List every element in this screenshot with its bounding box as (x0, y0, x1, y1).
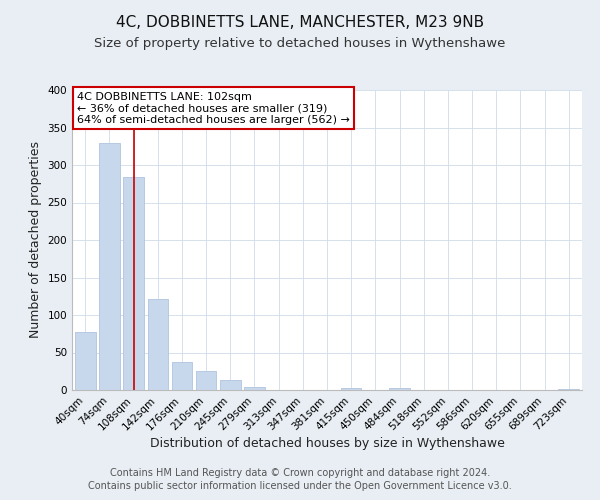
Bar (124, 177, 144, 390)
Bar (559, 388, 579, 390)
Text: Contains HM Land Registry data © Crown copyright and database right 2024.: Contains HM Land Registry data © Crown c… (110, 468, 490, 477)
Bar (99, 142, 120, 390)
Text: Contains public sector information licensed under the Open Government Licence v3: Contains public sector information licen… (88, 481, 512, 491)
X-axis label: Distribution of detached houses by size in Wythenshawe: Distribution of detached houses by size … (149, 438, 505, 450)
Bar (341, 388, 361, 390)
Text: 4C, DOBBINETTS LANE, MANCHESTER, M23 9NB: 4C, DOBBINETTS LANE, MANCHESTER, M23 9NB (116, 15, 484, 30)
Bar (244, 387, 265, 390)
Bar (220, 380, 241, 390)
Bar (172, 362, 192, 390)
Bar (196, 371, 217, 390)
Text: Size of property relative to detached houses in Wythenshawe: Size of property relative to detached ho… (94, 38, 506, 51)
Bar (389, 388, 410, 390)
Y-axis label: Number of detached properties: Number of detached properties (29, 142, 42, 338)
Bar (75, 332, 95, 390)
Text: 4C DOBBINETTS LANE: 102sqm
← 36% of detached houses are smaller (319)
64% of sem: 4C DOBBINETTS LANE: 102sqm ← 36% of deta… (77, 92, 350, 124)
Bar (148, 298, 168, 390)
